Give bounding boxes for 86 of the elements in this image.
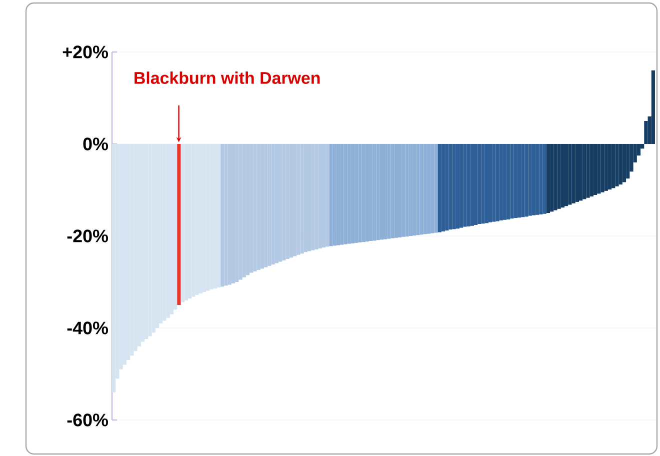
bar (231, 144, 236, 284)
bar (564, 144, 568, 206)
bar (572, 144, 576, 204)
bar (112, 144, 116, 392)
bar (488, 144, 492, 222)
annotation: Blackburn with Darwen (134, 72, 320, 84)
bar (578, 144, 583, 201)
bar (216, 144, 221, 288)
bar (412, 144, 416, 236)
bar (481, 144, 485, 224)
bar (438, 144, 442, 232)
bar (597, 144, 601, 194)
bar (329, 144, 333, 246)
bar (528, 144, 532, 216)
bar (626, 144, 630, 178)
bar (604, 144, 608, 191)
y-tick-label: 0% (83, 138, 108, 150)
bar (198, 144, 203, 294)
bar (426, 144, 431, 234)
bar (615, 144, 619, 186)
bar (496, 144, 500, 222)
bar (289, 144, 294, 258)
bar (365, 144, 370, 242)
bar (322, 144, 326, 248)
bar (463, 144, 467, 227)
bar (478, 144, 482, 224)
bar (510, 144, 514, 219)
bar (434, 144, 438, 233)
bar (536, 144, 540, 215)
bar (600, 144, 604, 192)
bar (622, 144, 626, 182)
bar (307, 144, 312, 252)
bar (554, 144, 558, 210)
bar (542, 144, 546, 214)
bar (521, 144, 525, 218)
bar (590, 144, 594, 196)
bar (174, 144, 178, 310)
bar (398, 144, 402, 238)
bar (484, 144, 488, 224)
bar (184, 144, 188, 300)
bar (470, 144, 474, 226)
bar (514, 144, 518, 218)
bar (546, 144, 550, 213)
bar (593, 144, 598, 196)
bar (608, 144, 612, 190)
bar (448, 144, 452, 230)
bar (445, 144, 449, 230)
bar (550, 144, 554, 212)
bar (568, 144, 572, 205)
bar (582, 144, 586, 200)
bar (557, 144, 561, 209)
bar (456, 144, 460, 229)
bar (539, 144, 543, 214)
bar (452, 144, 456, 230)
y-tick-label: +20% (62, 46, 108, 58)
bar (618, 144, 622, 184)
bar (517, 144, 522, 218)
bar (260, 144, 264, 269)
bar (380, 144, 384, 240)
bar (474, 144, 478, 225)
bar (350, 144, 355, 244)
y-tick-label: -60% (67, 414, 108, 426)
bar (180, 144, 184, 302)
bar (644, 120, 648, 144)
bar (466, 144, 470, 226)
y-tick-label: -40% (67, 322, 108, 334)
y-tick-label: -20% (67, 230, 108, 242)
bar (499, 144, 503, 220)
bar (220, 144, 224, 287)
bar (612, 144, 616, 188)
bar (326, 144, 330, 247)
bar (532, 144, 536, 216)
bar (170, 144, 174, 314)
bar (524, 144, 528, 217)
bar (336, 144, 340, 246)
bar (506, 144, 510, 220)
bar (274, 144, 279, 264)
bar (651, 70, 656, 144)
bar (460, 144, 464, 228)
bar (586, 144, 590, 198)
bar (441, 144, 446, 232)
bar (502, 144, 507, 220)
bar (246, 144, 250, 276)
bar (575, 144, 579, 202)
bar (492, 144, 496, 222)
bar (560, 144, 565, 208)
